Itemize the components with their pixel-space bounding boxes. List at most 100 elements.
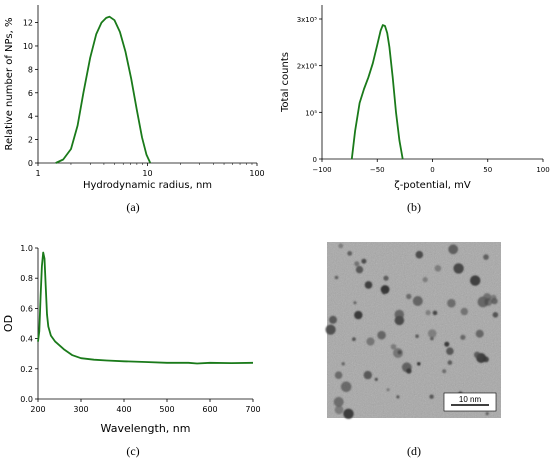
- y-tick-label: 0.2: [20, 365, 33, 374]
- nanoparticle: [334, 275, 339, 280]
- y-tick-label: 0.6: [20, 304, 33, 313]
- x-tick-label: 100: [536, 166, 549, 174]
- micrograph-panel: 10 nm: [325, 242, 501, 419]
- nanoparticle: [364, 281, 373, 289]
- nanoparticle: [340, 381, 352, 393]
- y-tick-label: 10⁵: [305, 109, 317, 117]
- y-tick-label: 2x10⁵: [297, 63, 318, 71]
- nanoparticle: [354, 310, 363, 320]
- nanoparticle: [334, 405, 344, 415]
- nanoparticle: [354, 261, 360, 267]
- nanoparticle: [453, 263, 464, 274]
- nanoparticle: [485, 412, 489, 416]
- nanoparticle: [397, 350, 402, 355]
- nanoparticle: [363, 370, 372, 380]
- chart-panel-a: 1 10 100 0 2 4 6 8 10 12 Hydrodynamic radius, nm Re…: [4, 5, 265, 191]
- nanoparticle: [432, 310, 438, 316]
- x-tick-label: 10: [142, 169, 152, 178]
- nanoparticle: [417, 362, 421, 366]
- x-tick-label: 300: [73, 405, 88, 414]
- x-tick-label: 700: [245, 405, 260, 414]
- caption-a: (a): [126, 200, 140, 214]
- nanoparticle: [444, 341, 450, 347]
- nanoparticle: [406, 293, 412, 300]
- nanoparticles: [325, 243, 499, 419]
- nanoparticle: [377, 330, 386, 340]
- nanoparticle: [434, 265, 442, 272]
- y-axis-label: Total counts: [280, 52, 291, 113]
- nanoparticle: [383, 275, 389, 281]
- nanoparticle: [447, 360, 453, 365]
- nanoparticle: [361, 258, 367, 264]
- y-tick-label: 1.0: [20, 244, 33, 253]
- nanoparticle: [425, 310, 431, 316]
- nanoparticle: [447, 298, 456, 308]
- x-tick-label: −50: [370, 166, 385, 174]
- nanoparticle: [406, 368, 412, 374]
- micrograph-noise: [327, 242, 501, 418]
- chart-panel-c: 200 300 400 500 600 700 0.0 0.2 0.4 0.6 0.8 1.0 Wave…: [2, 244, 261, 435]
- chart-panel-b: −100 −50 0 50 100 0 10⁵ 2x10⁵ 3x10⁵ ζ-potential, …: [280, 5, 550, 191]
- series-line-c: [37, 251, 254, 365]
- nanoparticle: [460, 334, 466, 340]
- nanoparticle: [412, 296, 423, 306]
- x-tick-label: 600: [202, 405, 217, 414]
- y-tick-label: 0: [28, 159, 33, 168]
- nanoparticle: [475, 329, 484, 338]
- y-tick-label: 0: [313, 156, 317, 164]
- nanoparticle: [470, 275, 481, 286]
- nanoparticle: [329, 315, 337, 324]
- series-line-a: [55, 15, 152, 164]
- nanoparticle: [460, 307, 468, 316]
- y-axis-label: OD: [2, 315, 15, 332]
- nanoparticle: [448, 244, 459, 255]
- y-tick-label: 12: [23, 19, 33, 28]
- nanoparticle: [394, 315, 405, 326]
- x-axis-label: ζ-potential, mV: [394, 180, 471, 191]
- y-axis-label: Relative number of NPs, %: [4, 18, 15, 151]
- nanoparticle: [473, 351, 481, 358]
- y-tick-label: 8: [28, 65, 33, 74]
- nanoparticle: [338, 243, 344, 249]
- nanoparticle: [343, 408, 354, 419]
- nanoparticle: [352, 337, 356, 342]
- nanoparticle: [427, 329, 437, 338]
- y-tick-label: 4: [28, 112, 33, 121]
- nanoparticle: [334, 371, 343, 380]
- nanoparticle: [396, 395, 400, 399]
- y-tick-label: 3x10⁵: [297, 16, 318, 24]
- nanoparticle: [422, 277, 428, 283]
- x-tick-label: 200: [30, 405, 45, 414]
- nanoparticle: [483, 254, 489, 260]
- nanoparticle: [415, 334, 419, 339]
- nanoparticle: [386, 388, 390, 392]
- x-tick-label: 100: [249, 169, 264, 178]
- nanoparticle: [442, 369, 447, 374]
- nanoparticle: [366, 337, 375, 346]
- x-axis-label: Hydrodynamic radius, nm: [83, 180, 212, 191]
- series-line-b: [350, 24, 404, 160]
- scale-bar-label: 10 nm: [459, 395, 482, 404]
- y-tick-label: 6: [28, 89, 33, 98]
- x-tick-label: 500: [159, 405, 174, 414]
- nanoparticle: [325, 324, 336, 335]
- nanoparticle: [446, 347, 454, 356]
- x-tick-label: −100: [312, 166, 331, 174]
- nanoparticle: [374, 377, 378, 381]
- y-tick-label: 0.0: [20, 395, 33, 404]
- nanoparticle: [490, 294, 497, 301]
- x-axis-label: Wavelength, nm: [101, 422, 191, 435]
- x-tick-label: 1: [35, 169, 40, 178]
- nanoparticle: [382, 291, 386, 295]
- nanoparticle: [484, 298, 493, 306]
- nanoparticle: [429, 394, 434, 399]
- scale-bar-box: [443, 392, 497, 412]
- caption-b: (b): [407, 200, 421, 214]
- nanoparticle: [333, 396, 344, 407]
- nanoparticle: [341, 362, 345, 366]
- nanoparticle: [347, 251, 353, 256]
- x-tick-label: 400: [116, 405, 131, 414]
- x-tick-label: 50: [483, 166, 492, 174]
- nanoparticle: [353, 301, 357, 305]
